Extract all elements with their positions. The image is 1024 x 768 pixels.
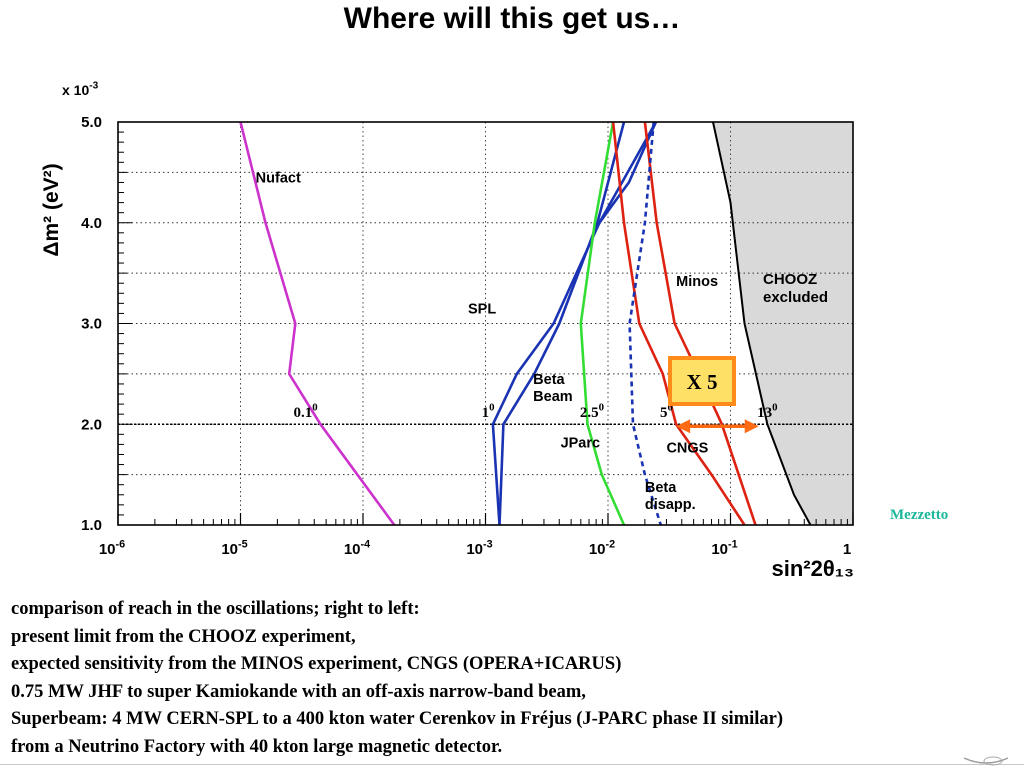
x-tick-label: 10-2 — [589, 538, 615, 558]
caption-line: Superbeam: 4 MW CERN-SPL to a 400 kton w… — [11, 709, 784, 729]
y-axis-title: Δm² (eV²) — [40, 163, 63, 256]
chart: 10-6 10-5 10-4 10-3 10-2 10-1 1 1.0 2.0 3.0 4.0 5.0… — [40, 81, 854, 581]
angle-label: 0.10 — [294, 401, 318, 421]
caption: comparison of reach in the oscillations;… — [11, 596, 1011, 761]
excluded-boundary-line — [712, 121, 812, 526]
series-line — [611, 121, 746, 526]
footer-divider — [0, 764, 1024, 765]
caption-line: present limit from the CHOOZ experiment, — [11, 626, 356, 647]
series-line — [579, 121, 626, 526]
excluded-region-label: CHOOZ — [763, 271, 817, 288]
y-multiplier-label: x 10-3 — [62, 81, 99, 98]
series-label: CNGS — [666, 440, 708, 456]
series-label: SPL — [468, 301, 496, 317]
series-label: disapp. — [645, 497, 696, 513]
factor-box — [668, 356, 736, 406]
angle-label: 130 — [757, 401, 777, 421]
x-tick-label: 1 — [843, 541, 851, 558]
y-tick-label: 4.0 — [81, 215, 102, 232]
excluded-region-label: excluded — [763, 289, 828, 306]
factor-arrow-head-left — [676, 419, 691, 434]
series-line — [491, 121, 658, 526]
series-line — [239, 121, 396, 526]
x-axis-title: sin²2θ₁₃ — [771, 556, 854, 581]
y-tick-label: 5.0 — [81, 114, 102, 131]
y-tick-label: 2.0 — [81, 416, 102, 433]
series-label: JParc — [561, 435, 601, 451]
series-label: Beta — [533, 372, 565, 388]
series-label: Beta — [645, 480, 677, 496]
logo-icon — [963, 756, 1009, 766]
y-tick-label: 3.0 — [81, 316, 102, 333]
angle-label: 50 — [660, 401, 673, 421]
series-label: Minos — [676, 274, 718, 290]
factor-box-label: X 5 — [687, 370, 718, 394]
series-line — [498, 121, 626, 526]
x-tick-label: 10-1 — [711, 538, 737, 558]
x-tick-label: 10-5 — [221, 538, 247, 558]
x-tick-label: 10-6 — [99, 538, 125, 558]
angle-label: 2.50 — [580, 401, 604, 421]
x-tick-label: 10-4 — [344, 538, 370, 558]
credit-label: Mezzetto — [890, 507, 949, 523]
series-line — [643, 121, 757, 526]
caption-line: expected sensitivity from the MINOS expe… — [11, 654, 622, 674]
series-line — [628, 121, 663, 526]
y-tick-label: 1.0 — [81, 517, 102, 534]
slide-title: Where will this get us… — [343, 2, 681, 35]
factor-arrow-head-right — [744, 419, 759, 434]
caption-line: from a Neutrino Factory with 40 kton lar… — [11, 736, 503, 757]
caption-line: comparison of reach in the oscillations;… — [11, 599, 420, 619]
x-tick-label: 10-3 — [466, 538, 492, 558]
angle-label: 10 — [482, 401, 495, 421]
series-label: Beam — [533, 389, 573, 405]
series-label: Nufact — [256, 170, 301, 186]
caption-line: 0.75 MW JHF to super Kamiokande with an … — [11, 681, 586, 702]
